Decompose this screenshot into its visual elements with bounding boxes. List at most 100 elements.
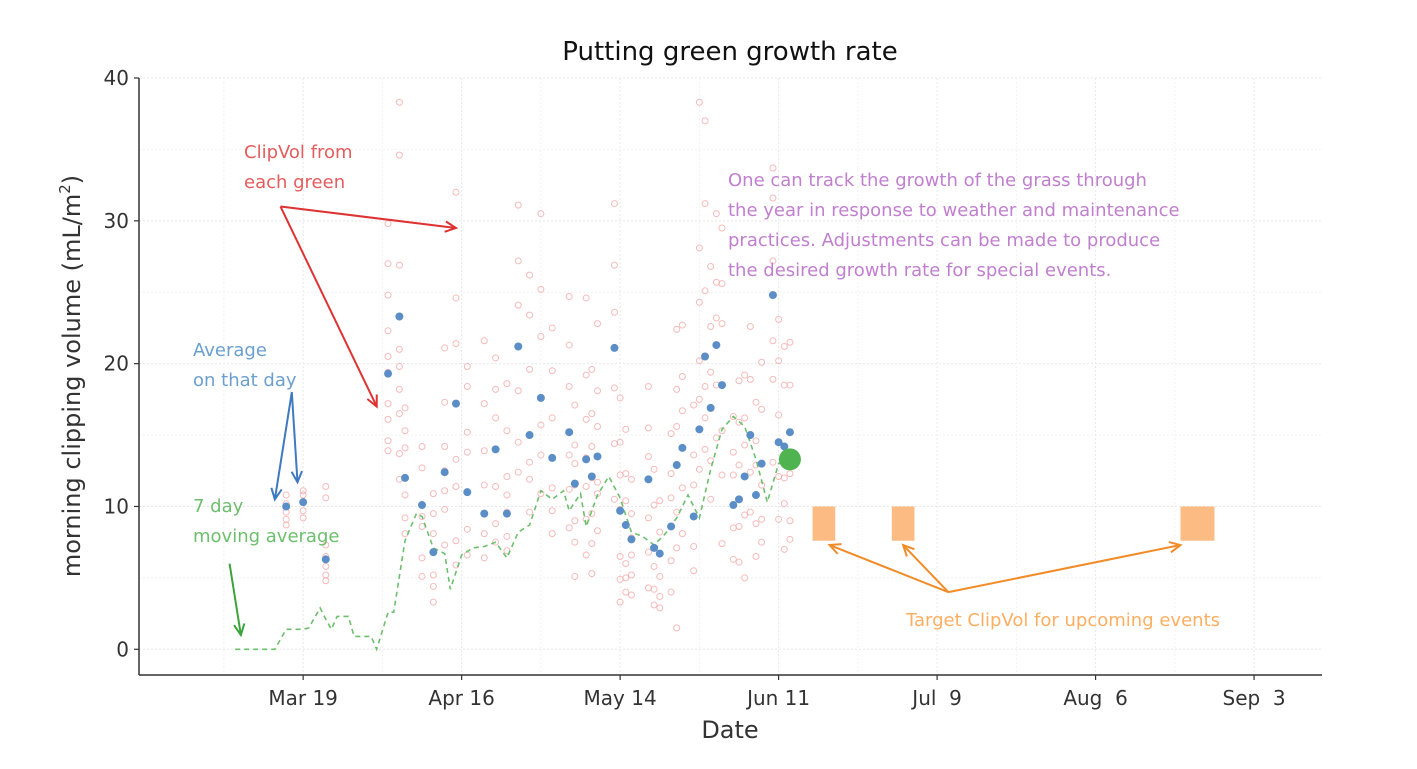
average-point [525, 431, 534, 440]
axes [138, 78, 1322, 676]
clipvol-point [656, 592, 664, 600]
clipvol-point [741, 371, 749, 379]
annotation-clipvol-text: ClipVol from [244, 142, 353, 163]
clipvol-point [752, 437, 760, 445]
clipvol-point [656, 572, 664, 580]
clipvol-point [622, 470, 630, 478]
clipvol-point [503, 491, 511, 499]
clipvol-point [678, 530, 686, 538]
annotation-arrow [829, 544, 949, 594]
clipvol-point [548, 324, 556, 332]
clipvol-point [480, 447, 488, 455]
clipvol-point [452, 482, 460, 490]
clipvol-point [769, 164, 777, 172]
clipvol-point [429, 582, 437, 590]
clipvol-point [299, 507, 307, 515]
clipvol-point [395, 345, 403, 353]
clipvol-point [622, 560, 630, 568]
annotation-arrow [228, 563, 242, 636]
clipvol-point [582, 371, 590, 379]
grid [139, 77, 1322, 675]
annotation-arrow [902, 544, 950, 593]
y-axis-label: morning clipping volume (mL/m2) [56, 175, 86, 577]
clipvol-point [627, 475, 635, 483]
clipvol-point [588, 540, 596, 548]
annotation-arrow-head [827, 543, 842, 555]
average-point [678, 443, 687, 452]
clipvol-point [548, 484, 556, 492]
average-point [593, 452, 602, 461]
clipvol-point [735, 461, 743, 469]
clipvol-point [322, 541, 330, 549]
average-point [718, 381, 727, 390]
clipvol-point [695, 465, 703, 473]
clipvol-point [695, 244, 703, 252]
clipvol-point [384, 447, 392, 455]
clipvol-point [650, 562, 658, 570]
clipvol-point [627, 551, 635, 559]
data-marks [235, 98, 1215, 652]
clipvol-point [656, 604, 664, 612]
clipvol-point [384, 291, 392, 299]
clipvol-point [480, 337, 488, 345]
clipvol-point [667, 470, 675, 478]
clipvol-point [565, 524, 573, 532]
clipvol-point [588, 442, 596, 450]
average-point [712, 341, 721, 350]
clipvol-point [650, 601, 658, 609]
clipvol-point [690, 451, 698, 459]
clipvol-point [588, 410, 596, 418]
clipvol-point [452, 455, 460, 463]
moving-average-line [235, 415, 791, 652]
clipvol-point [593, 478, 601, 486]
clipvol-point [695, 298, 703, 306]
clipvol-point [622, 425, 630, 433]
average-point [774, 438, 783, 447]
average-point [706, 403, 715, 412]
clipvol-point [673, 544, 681, 552]
clipvol-point [441, 505, 449, 513]
average-point [321, 555, 330, 564]
clipvol-point [718, 320, 726, 328]
average-point [463, 488, 472, 497]
clipvol-point [786, 535, 794, 543]
clipvol-point [718, 280, 726, 288]
clipvol-point [526, 311, 534, 319]
clipvol-point [492, 520, 500, 528]
clipvol-point [673, 422, 681, 430]
x-axis-label: Date [701, 716, 758, 744]
clipvol-point [758, 358, 766, 366]
current-average-point [778, 448, 801, 471]
clipvol-point [322, 562, 330, 570]
average-point [401, 473, 410, 482]
target-rect [891, 506, 915, 541]
clipvol-point [429, 571, 437, 579]
clipvol-point [526, 271, 534, 279]
average-point [768, 291, 777, 300]
clipvol-point [384, 400, 392, 408]
average-point [565, 428, 574, 437]
clipvol-point [588, 365, 596, 373]
average-point [751, 491, 760, 500]
clipvol-point [616, 552, 624, 560]
clipvol-point [644, 452, 652, 460]
clipvol-point [673, 624, 681, 632]
clipvol-point [395, 151, 403, 159]
clipvol-point [593, 320, 601, 328]
clipvol-point [514, 387, 522, 395]
clipvol-point [616, 438, 624, 446]
average-point [282, 502, 291, 511]
clipvol-point [775, 357, 783, 365]
y-tick-label: 20 [104, 352, 129, 376]
clipvol-point [503, 380, 511, 388]
clipvol-point [707, 368, 715, 376]
clipvol-point [463, 448, 471, 456]
clipvol-point [735, 418, 743, 426]
clipvol-point [707, 457, 715, 465]
average-point [616, 506, 625, 515]
x-tick-label: Jul 9 [910, 686, 962, 710]
clipvol-point [644, 514, 652, 522]
average-point [502, 509, 511, 518]
clipvol-point [786, 338, 794, 346]
clipvol-point [441, 398, 449, 406]
